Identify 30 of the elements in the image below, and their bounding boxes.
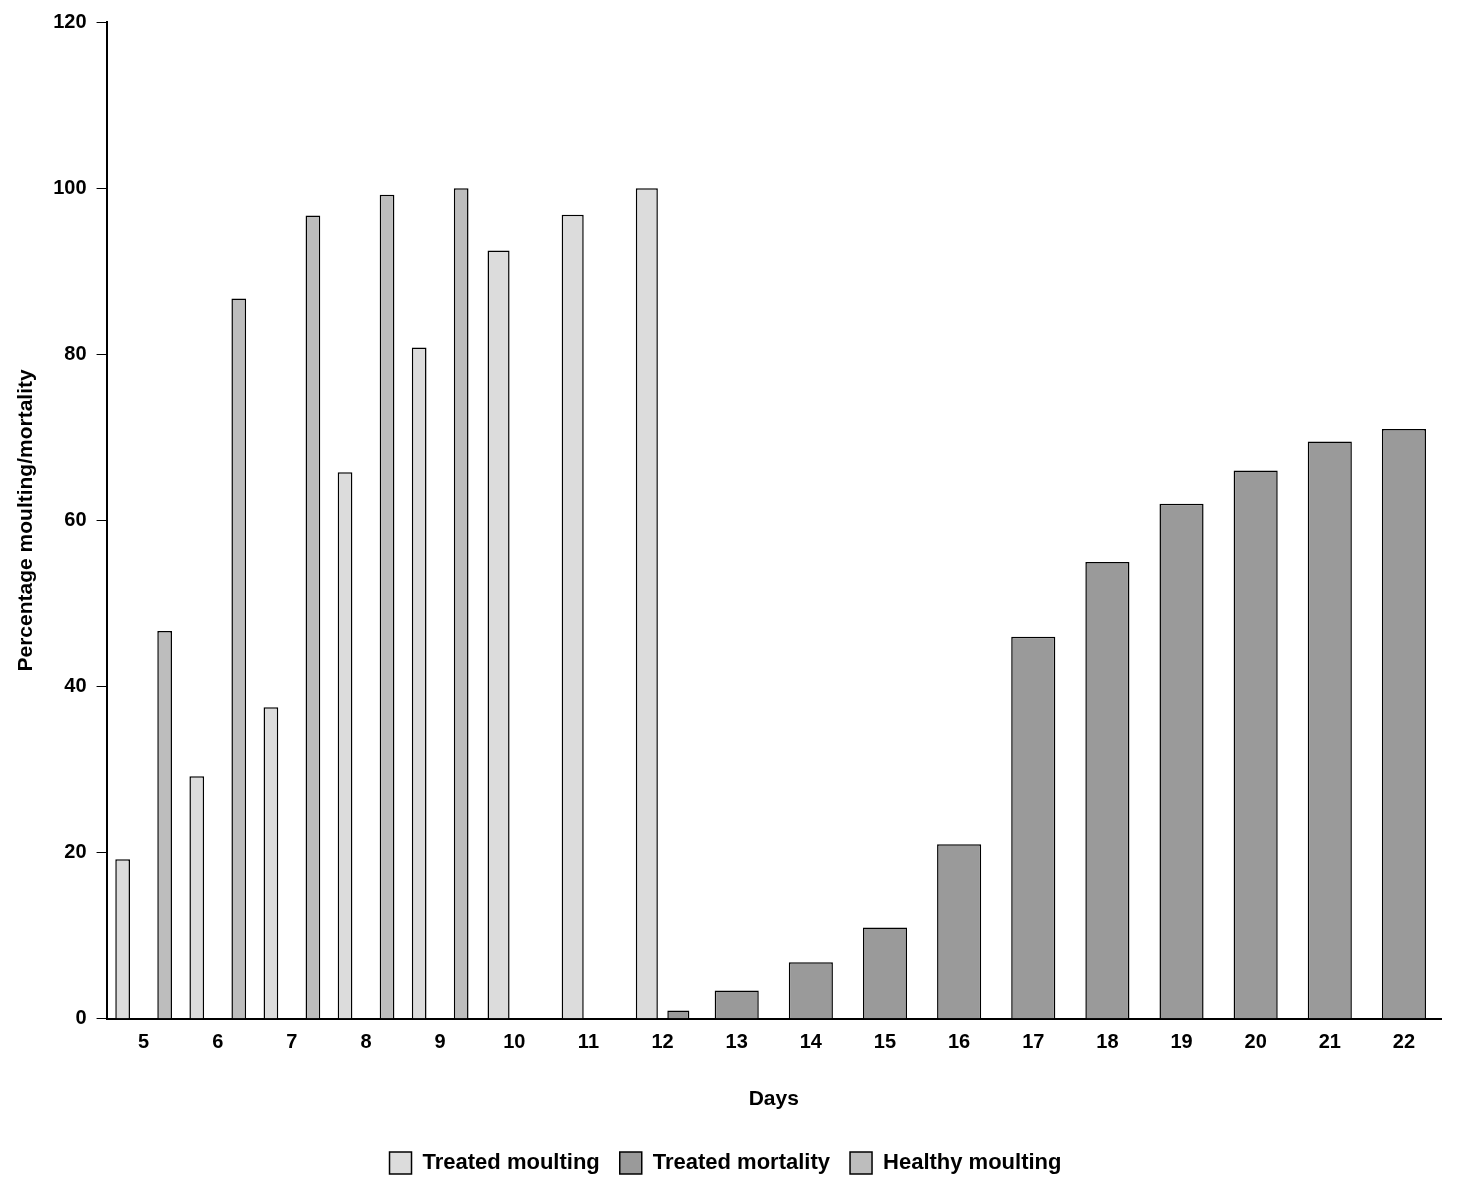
x-tick-label: 7: [286, 1030, 298, 1053]
x-tick-label: 17: [1022, 1030, 1045, 1053]
x-tick-label: 6: [212, 1030, 224, 1053]
x-tick-label: 14: [799, 1030, 823, 1053]
x-tick-label: 19: [1170, 1030, 1193, 1053]
x-tick-label: 5: [138, 1030, 150, 1053]
x-tick-label: 10: [503, 1030, 526, 1053]
x-tick-label: 9: [434, 1030, 446, 1053]
legend-label: Treated mortality: [652, 1149, 831, 1175]
y-tick-label: 20: [64, 840, 87, 863]
x-tick-label: 18: [1096, 1030, 1119, 1053]
x-tick-label: 11: [577, 1030, 600, 1053]
x-tick-label: 8: [360, 1030, 372, 1053]
x-tick-label: 12: [651, 1030, 674, 1053]
x-tick-label: 21: [1318, 1030, 1341, 1053]
y-tick-label: 40: [64, 674, 87, 697]
x-axis-title: Days: [748, 1086, 799, 1110]
x-tick-label: 22: [1392, 1030, 1416, 1053]
y-axis-title: Percentage moulting/mortality: [13, 368, 37, 672]
y-tick-label: 100: [53, 175, 87, 198]
x-tick-label: 15: [873, 1030, 897, 1053]
y-tick-label: 0: [75, 1006, 87, 1029]
y-tick-label: 80: [64, 341, 87, 364]
legend-label: Treated moulting: [422, 1149, 600, 1175]
x-tick-label: 20: [1244, 1030, 1267, 1053]
legend-label: Healthy moulting: [883, 1149, 1062, 1175]
x-tick-label: 13: [725, 1030, 748, 1053]
y-tick-label: 60: [64, 507, 87, 530]
x-tick-label: 16: [948, 1030, 971, 1053]
y-tick-label: 120: [53, 9, 87, 32]
